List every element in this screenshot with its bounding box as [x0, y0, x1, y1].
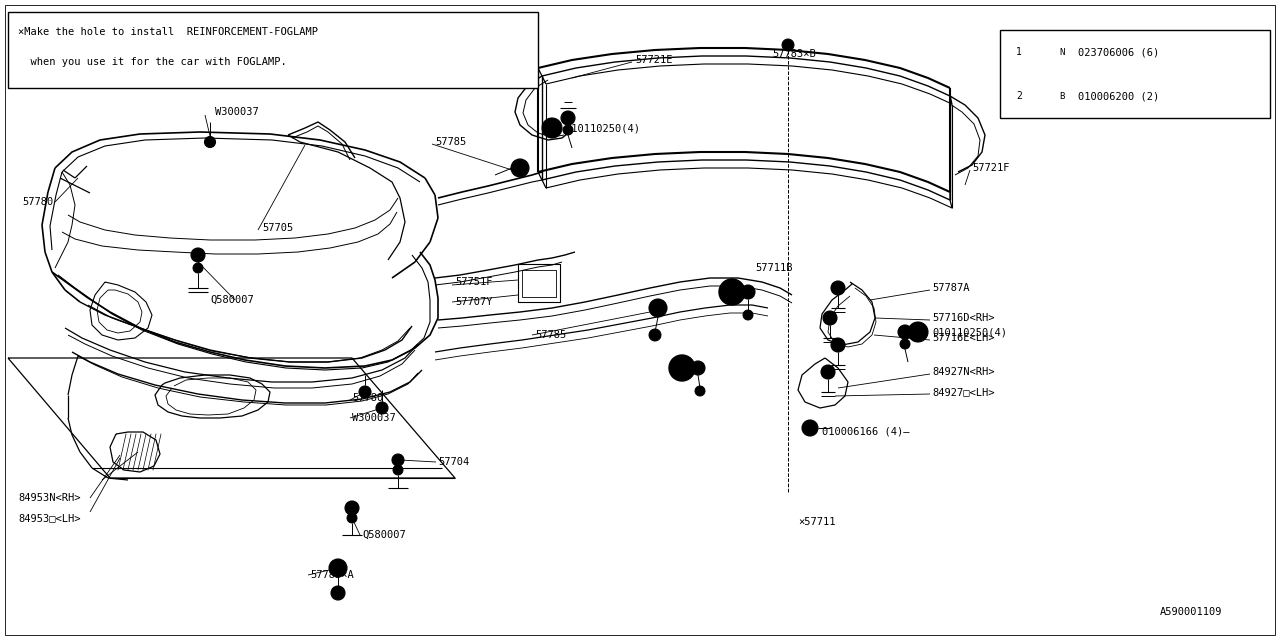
Circle shape	[541, 118, 562, 138]
Text: 57707Y: 57707Y	[454, 297, 493, 307]
Circle shape	[1006, 83, 1032, 109]
Circle shape	[329, 559, 347, 577]
Circle shape	[695, 386, 705, 396]
Text: B: B	[1060, 92, 1065, 100]
Text: 010110250(4): 010110250(4)	[932, 327, 1007, 337]
Circle shape	[900, 339, 910, 349]
Circle shape	[831, 281, 845, 295]
Circle shape	[691, 361, 705, 375]
Circle shape	[908, 322, 928, 342]
Text: 57704: 57704	[438, 457, 470, 467]
Text: 57716E<LH>: 57716E<LH>	[932, 333, 995, 343]
Text: 57787A: 57787A	[932, 283, 969, 293]
Text: 57780: 57780	[22, 197, 54, 207]
Text: B: B	[549, 124, 554, 132]
Circle shape	[193, 263, 204, 273]
Text: 84953□<LH>: 84953□<LH>	[18, 513, 81, 523]
Text: ×Make the hole to install  REINFORCEMENT-FOGLAMP: ×Make the hole to install REINFORCEMENT-…	[18, 27, 317, 37]
Text: 57785: 57785	[435, 137, 466, 147]
Circle shape	[820, 365, 835, 379]
Circle shape	[649, 299, 667, 317]
Text: Q580007: Q580007	[210, 295, 253, 305]
Text: Q580007: Q580007	[362, 530, 406, 540]
Circle shape	[831, 338, 845, 352]
Text: 57705: 57705	[262, 223, 293, 233]
Text: 57751F: 57751F	[454, 277, 493, 287]
Text: 57711B: 57711B	[755, 263, 792, 273]
Circle shape	[741, 285, 755, 299]
Text: W300037: W300037	[352, 413, 396, 423]
Circle shape	[719, 279, 745, 305]
Circle shape	[563, 125, 573, 135]
Text: 010110250(4): 010110250(4)	[564, 123, 640, 133]
Text: 84927N<RH>: 84927N<RH>	[932, 367, 995, 377]
Circle shape	[649, 329, 660, 341]
Text: 57783×B: 57783×B	[772, 49, 815, 59]
Text: N: N	[808, 424, 813, 433]
Text: 57716D<RH>: 57716D<RH>	[932, 313, 995, 323]
Bar	[1000, 30, 1270, 118]
Circle shape	[899, 325, 913, 339]
Text: 57721E: 57721E	[635, 55, 672, 65]
Text: 84953N<RH>: 84953N<RH>	[18, 493, 81, 503]
Text: 023706006 (6): 023706006 (6)	[1078, 47, 1160, 57]
Text: 57721F: 57721F	[972, 163, 1010, 173]
Circle shape	[669, 355, 695, 381]
Text: when you use it for the car with FOGLAMP.: when you use it for the car with FOGLAMP…	[18, 57, 287, 67]
Text: ×57711: ×57711	[797, 517, 836, 527]
Circle shape	[1051, 41, 1073, 63]
Circle shape	[561, 111, 575, 125]
Circle shape	[803, 420, 818, 436]
Text: 1: 1	[730, 287, 735, 297]
Text: 010006200 (2): 010006200 (2)	[1078, 91, 1160, 101]
Circle shape	[1051, 85, 1073, 107]
Circle shape	[392, 454, 404, 466]
Text: 84927□<LH>: 84927□<LH>	[932, 387, 995, 397]
Text: N: N	[1060, 47, 1065, 56]
Text: 1: 1	[1016, 47, 1021, 57]
Text: B: B	[915, 328, 920, 337]
Circle shape	[511, 159, 529, 177]
Circle shape	[347, 513, 357, 523]
Circle shape	[205, 136, 215, 147]
Circle shape	[393, 465, 403, 475]
Circle shape	[332, 586, 346, 600]
Circle shape	[823, 311, 837, 325]
Text: W300037: W300037	[215, 107, 259, 117]
Text: 57783×A: 57783×A	[310, 570, 353, 580]
Text: 2: 2	[680, 363, 685, 373]
Circle shape	[782, 39, 794, 51]
Circle shape	[376, 402, 388, 414]
Circle shape	[1006, 39, 1032, 65]
Circle shape	[191, 248, 205, 262]
Text: 57780: 57780	[352, 393, 383, 403]
Text: 57785: 57785	[535, 330, 566, 340]
Circle shape	[742, 310, 753, 320]
Circle shape	[358, 386, 371, 398]
Text: 2: 2	[1016, 91, 1021, 101]
Bar	[8, 12, 538, 88]
Text: A590001109: A590001109	[1160, 607, 1222, 617]
Text: 010006166 (4)—: 010006166 (4)—	[822, 427, 910, 437]
Circle shape	[346, 501, 358, 515]
